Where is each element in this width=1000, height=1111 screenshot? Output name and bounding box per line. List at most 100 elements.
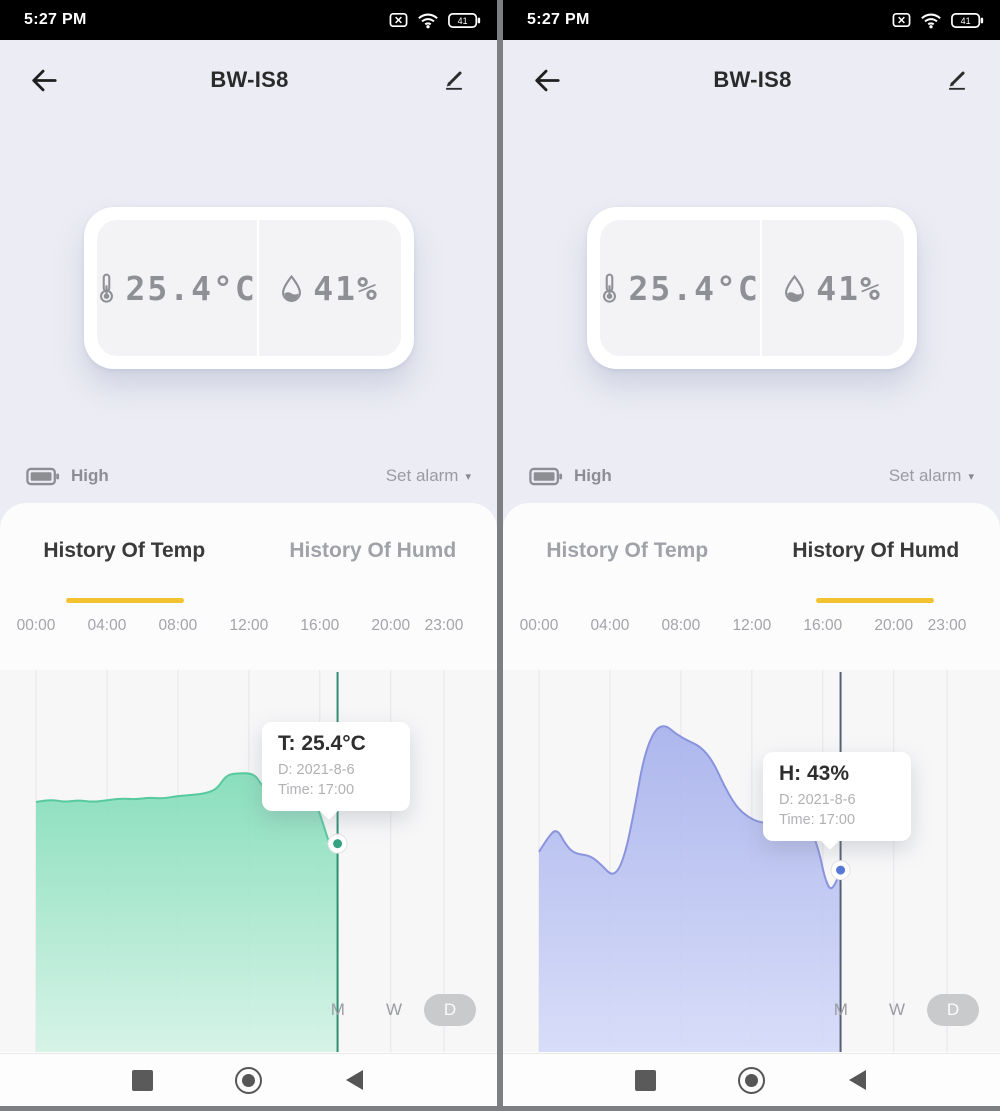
- bottom-border: [0, 1106, 1000, 1111]
- range-week-button[interactable]: W: [385, 1000, 402, 1019]
- no-sim-icon: [389, 12, 408, 28]
- battery-percentage: 41: [961, 15, 971, 25]
- time-axis: 00:00 04:00 08:00 12:00 16:00 20:00 23:00: [503, 617, 1000, 641]
- humidity-chart-canvas[interactable]: [503, 670, 1000, 1053]
- battery-status-icon: 41: [448, 12, 481, 28]
- humidity-chart[interactable]: H: 43% D: 2021-8-6 Time: 17:00 M W D: [503, 670, 1000, 1052]
- tab-history-of-humd[interactable]: History Of Humd: [289, 539, 457, 562]
- tab-history-of-temp[interactable]: History Of Temp: [43, 539, 206, 562]
- sensor-card-inner: 25.4°C 41%: [599, 220, 904, 356]
- temperature-chart[interactable]: T: 25.4°C D: 2021-8-6 Time: 17:00 M W D: [0, 670, 497, 1052]
- x-tick-label: 16:00: [300, 617, 340, 634]
- x-tick-label: 00:00: [519, 617, 559, 634]
- x-tick-label: 04:00: [87, 617, 127, 634]
- x-tick-label: 16:00: [803, 617, 843, 634]
- set-alarm-label: Set alarm: [888, 466, 962, 485]
- tooltip-date: D: 2021-8-6: [779, 792, 856, 808]
- home-button[interactable]: [235, 1066, 263, 1094]
- device-section: 25.4°C 41%: [0, 120, 497, 455]
- tab-history-of-humd[interactable]: History Of Humd: [792, 539, 960, 562]
- android-nav-bar: [0, 1053, 497, 1106]
- set-alarm-dropdown[interactable]: Set alarm ▾: [889, 466, 974, 486]
- chart-tooltip: T: 25.4°C D: 2021-8-6 Time: 17:00: [262, 722, 410, 812]
- status-bar: 5:27 PM 41: [0, 0, 497, 40]
- sensor-card: 25.4°C 41%: [83, 207, 414, 369]
- chart-tooltip: H: 43% D: 2021-8-6 Time: 17:00: [763, 752, 911, 842]
- device-title: BW-IS8: [210, 67, 289, 92]
- back-nav-button[interactable]: [844, 1066, 872, 1094]
- set-alarm-label: Set alarm: [385, 466, 459, 485]
- x-tick-label: 08:00: [158, 617, 198, 634]
- tooltip-time: Time: 17:00: [779, 811, 856, 828]
- app-header: BW-IS8: [0, 40, 497, 120]
- water-drop-icon: [785, 274, 805, 302]
- status-clock: 5:27 PM: [527, 11, 590, 28]
- temperature-value: 25.4°C: [125, 268, 257, 308]
- range-selector: M W D: [331, 994, 476, 1026]
- screens-divider: [497, 0, 503, 1111]
- active-tab-underline: [66, 598, 184, 603]
- tab-history-of-temp[interactable]: History Of Temp: [546, 539, 709, 562]
- x-tick-label: 00:00: [16, 617, 56, 634]
- temperature-value: 25.4°C: [628, 268, 760, 308]
- back-nav-button[interactable]: [341, 1066, 369, 1094]
- sensor-card: 25.4°C 41%: [586, 207, 917, 369]
- set-alarm-dropdown[interactable]: Set alarm ▾: [386, 466, 471, 486]
- edit-device-button[interactable]: [944, 67, 970, 93]
- back-button[interactable]: [30, 68, 58, 93]
- device-title: BW-IS8: [713, 67, 792, 92]
- x-tick-label: 20:00: [874, 617, 914, 634]
- battery-percentage: 41: [458, 15, 468, 25]
- x-tick-label: 20:00: [371, 617, 411, 634]
- back-arrow-icon: [32, 69, 57, 91]
- range-day-button[interactable]: D: [927, 994, 979, 1026]
- range-day-button[interactable]: D: [424, 994, 476, 1026]
- tooltip-time: Time: 17:00: [278, 781, 355, 798]
- history-tabs: History Of Temp History Of Humd: [0, 503, 497, 599]
- back-button[interactable]: [533, 68, 561, 93]
- tooltip-value: H: 43%: [779, 762, 850, 785]
- status-icons: 41: [892, 12, 984, 29]
- humidity-history-svg[interactable]: [503, 670, 1000, 1052]
- device-battery-icon: [26, 467, 60, 485]
- x-tick-label: 23:00: [424, 617, 464, 634]
- humidity-value: 41%: [313, 268, 379, 308]
- x-tick-label: 12:00: [229, 617, 269, 634]
- chevron-down-icon: ▾: [968, 469, 974, 483]
- no-sim-icon: [892, 12, 911, 28]
- thermometer-icon: [602, 273, 616, 303]
- battery-level-label: High: [574, 466, 612, 485]
- range-month-button[interactable]: M: [330, 1000, 345, 1019]
- home-circle-icon: [235, 1066, 262, 1094]
- app-header: BW-IS8: [503, 40, 1000, 120]
- x-tick-label: 23:00: [927, 617, 967, 634]
- range-selector: M W D: [834, 994, 979, 1026]
- humidity-reading: 41%: [259, 220, 401, 356]
- battery-level-label: High: [71, 466, 109, 485]
- edit-device-button[interactable]: [441, 67, 467, 93]
- recents-button[interactable]: [129, 1066, 157, 1094]
- temperature-reading: 25.4°C: [97, 220, 259, 356]
- sensor-card-inner: 25.4°C 41%: [96, 220, 401, 356]
- home-button[interactable]: [738, 1066, 766, 1094]
- range-week-button[interactable]: W: [888, 1000, 905, 1019]
- recents-square-icon: [132, 1069, 153, 1091]
- active-tab-underline: [816, 598, 934, 603]
- range-month-button[interactable]: M: [833, 1000, 848, 1019]
- time-axis: 00:00 04:00 08:00 12:00 16:00 20:00 23:00: [0, 617, 497, 641]
- history-card: History Of Temp History Of Humd 00:00 04:…: [0, 503, 497, 1053]
- phone-screen-humidity: 5:27 PM 41 BW-IS8 25.4°C: [503, 0, 1000, 1106]
- recents-square-icon: [635, 1069, 656, 1091]
- edit-pencil-icon: [446, 71, 462, 90]
- humidity-reading: 41%: [762, 220, 904, 356]
- tooltip-value: T: 25.4°C: [278, 732, 366, 755]
- recents-button[interactable]: [632, 1066, 660, 1094]
- battery-alarm-row: High Set alarm ▾: [0, 455, 497, 503]
- battery-status-icon: 41: [951, 12, 984, 28]
- status-bar: 5:27 PM 41: [503, 0, 1000, 40]
- edit-pencil-icon: [949, 71, 965, 90]
- thermometer-icon: [99, 273, 113, 303]
- device-section: 25.4°C 41%: [503, 120, 1000, 455]
- device-battery-status: High: [26, 466, 109, 486]
